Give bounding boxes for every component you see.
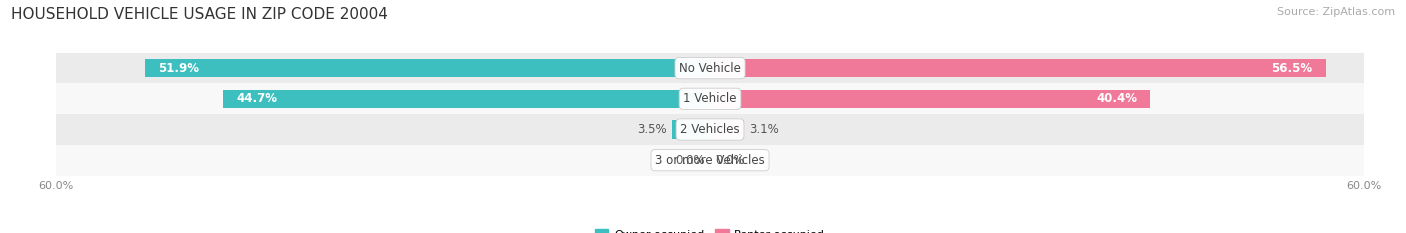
Text: 0.0%: 0.0% bbox=[675, 154, 704, 167]
Bar bbox=[145, 59, 710, 77]
Legend: Owner-occupied, Renter-occupied: Owner-occupied, Renter-occupied bbox=[591, 225, 830, 233]
Text: HOUSEHOLD VEHICLE USAGE IN ZIP CODE 20004: HOUSEHOLD VEHICLE USAGE IN ZIP CODE 2000… bbox=[11, 7, 388, 22]
Text: 51.9%: 51.9% bbox=[157, 62, 198, 75]
Text: 3 or more Vehicles: 3 or more Vehicles bbox=[655, 154, 765, 167]
Bar bbox=[56, 83, 1364, 114]
Text: Source: ZipAtlas.com: Source: ZipAtlas.com bbox=[1277, 7, 1395, 17]
Text: No Vehicle: No Vehicle bbox=[679, 62, 741, 75]
Text: 3.1%: 3.1% bbox=[749, 123, 779, 136]
Text: 3.5%: 3.5% bbox=[637, 123, 666, 136]
Bar bbox=[56, 145, 1364, 175]
Bar bbox=[56, 53, 1364, 83]
Text: 40.4%: 40.4% bbox=[1097, 92, 1137, 105]
Bar bbox=[56, 114, 1364, 145]
Text: 56.5%: 56.5% bbox=[1271, 62, 1313, 75]
Text: 1 Vehicle: 1 Vehicle bbox=[683, 92, 737, 105]
Bar bbox=[710, 59, 1326, 77]
Bar bbox=[710, 90, 1150, 108]
Bar bbox=[224, 90, 710, 108]
Text: 2 Vehicles: 2 Vehicles bbox=[681, 123, 740, 136]
Text: 0.0%: 0.0% bbox=[716, 154, 745, 167]
Bar bbox=[710, 120, 744, 139]
Text: 44.7%: 44.7% bbox=[236, 92, 277, 105]
Bar bbox=[672, 120, 710, 139]
